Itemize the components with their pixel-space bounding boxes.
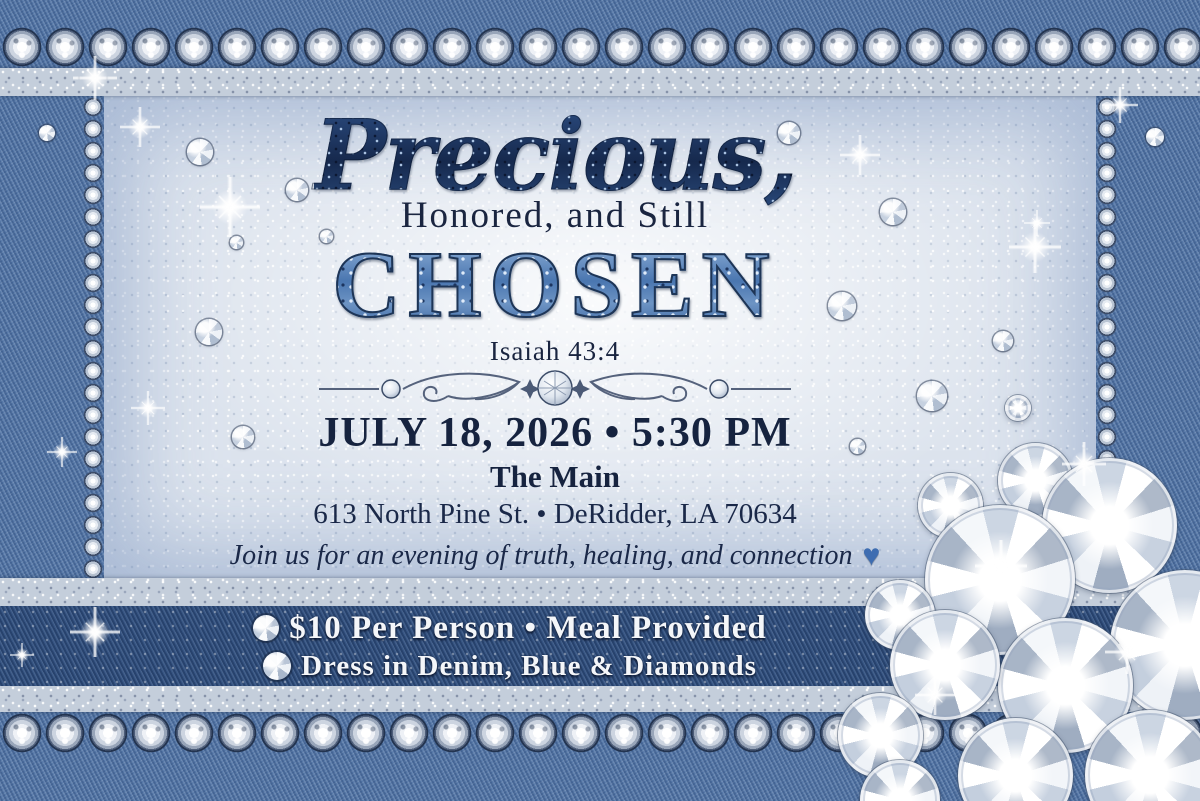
scripture-reference: Isaiah 43:4: [489, 335, 621, 366]
gem-icon: [850, 439, 865, 454]
gem-icon: [232, 426, 254, 448]
banner-line-1: $10 Per Person • Meal Provided: [253, 610, 767, 647]
gem-icon: [320, 230, 333, 243]
venue-address: 613 North Pine St. • DeRidder, LA 70634: [313, 497, 797, 530]
gem-bullet-icon: [253, 615, 280, 641]
gem-icon: [196, 319, 222, 345]
gem-icon: [993, 331, 1013, 351]
denim-heart-icon: ♥: [862, 538, 881, 572]
diamond-icon: [1005, 395, 1031, 421]
flyer-content: Precious, Honored, and Still CHOSEN Isai…: [105, 96, 1005, 573]
script-title: Precious,: [313, 99, 798, 212]
venue-name: The Main: [489, 458, 621, 494]
gem-icon: [286, 179, 308, 201]
rhinestone-border-top: [0, 26, 1200, 68]
gem-icon: [187, 139, 213, 165]
diamond-icon: [958, 718, 1073, 801]
gem-icon: [230, 236, 243, 249]
tagline-text: Join us for an evening of truth, healing…: [229, 539, 853, 571]
rhinestone-chain-left: [82, 96, 104, 578]
gem-icon: [778, 122, 800, 144]
banner-line-2: Dress in Denim, Blue & Diamonds: [263, 650, 757, 683]
main-title: CHOSEN: [332, 232, 778, 337]
glitter-strip-top: [0, 68, 1200, 96]
gem-icon: [917, 381, 947, 411]
banner-line-1-text: $10 Per Person • Meal Provided: [289, 609, 767, 646]
flourish-divider: [319, 370, 791, 406]
banner-line-2-text: Dress in Denim, Blue & Diamonds: [301, 649, 757, 682]
gem-icon: [828, 292, 856, 320]
gem-icon: [39, 125, 55, 141]
gem-icon: [1146, 128, 1164, 146]
sparkle-icon: [47, 437, 77, 467]
banner-content: $10 Per Person • Meal Provided Dress in …: [0, 606, 1020, 686]
gem-icon: [880, 199, 906, 225]
tagline: Join us for an evening of truth, healing…: [230, 539, 881, 573]
gem-bullet-icon: [263, 652, 292, 680]
event-date-time: JULY 18, 2026 • 5:30 PM: [318, 409, 792, 456]
